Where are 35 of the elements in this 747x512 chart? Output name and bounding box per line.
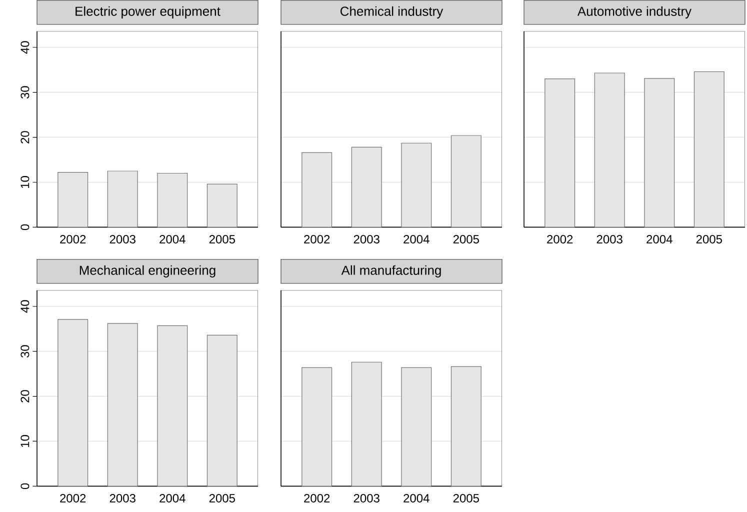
x-tick-label: 2002 <box>60 234 86 244</box>
chart-title: Electric power equipment <box>76 6 220 18</box>
y-tick-label: 20 <box>20 130 30 144</box>
y-tick-label: 10 <box>20 176 30 188</box>
x-tick-label: 2005 <box>209 234 235 244</box>
y-tick-label: 10 <box>20 434 30 447</box>
x-tick-label: 2004 <box>160 234 186 244</box>
x-tick-label: 2003 <box>110 494 136 502</box>
x-tick-label: 2004 <box>646 234 672 244</box>
x-tick-label: 2003 <box>354 494 380 502</box>
x-tick-label: 2005 <box>453 234 479 244</box>
y-tick-label: 20 <box>20 390 30 402</box>
x-tick-label: 2005 <box>209 494 235 502</box>
x-tick-label: 2002 <box>304 494 330 502</box>
chart-title: All manufacturing <box>341 265 441 278</box>
y-tick-label: 40 <box>20 41 30 54</box>
y-tick-label: 30 <box>20 86 30 98</box>
chart-title: Chemical industry <box>340 6 444 18</box>
x-tick-label: 2002 <box>304 234 330 244</box>
x-tick-label: 2004 <box>404 494 430 502</box>
x-tick-label: 2003 <box>110 234 136 244</box>
x-tick-label: 2004 <box>404 234 430 244</box>
x-tick-label: 2002 <box>547 234 573 244</box>
y-tick-label: 40 <box>20 300 30 313</box>
x-tick-label: 2003 <box>354 234 380 244</box>
x-tick-label: 2003 <box>596 234 622 244</box>
chart-title: Automotive industry <box>577 6 692 18</box>
chart-title: Mechanical engineering <box>80 265 216 278</box>
x-tick-label: 2002 <box>60 494 86 502</box>
y-tick-label: 30 <box>20 345 30 358</box>
x-tick-label: 2005 <box>453 494 479 502</box>
x-tick-label: 2005 <box>696 234 722 244</box>
x-tick-label: 2004 <box>160 494 186 502</box>
y-tick-label: 0 <box>20 483 30 489</box>
y-tick-label: 0 <box>20 224 30 230</box>
